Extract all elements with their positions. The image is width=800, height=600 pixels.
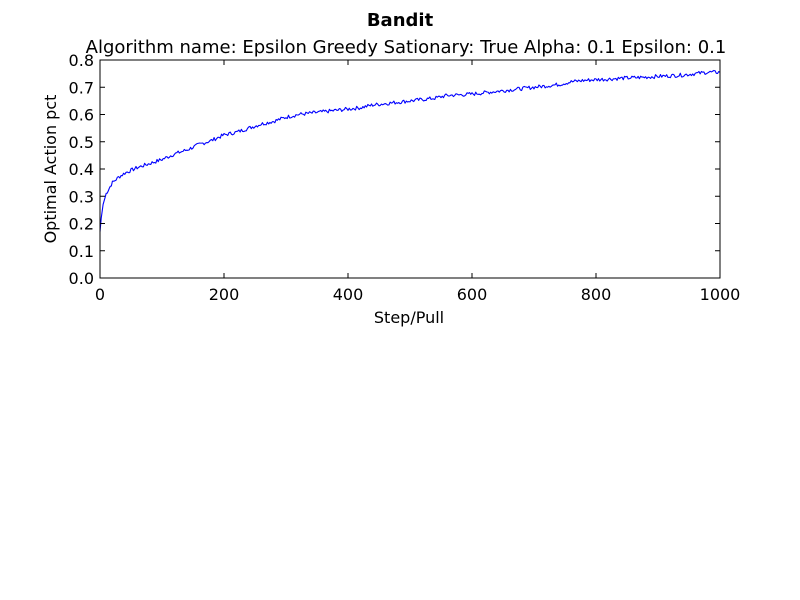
y-tick-label: 0.6: [69, 106, 94, 125]
x-tick-label: 800: [581, 285, 612, 304]
series-line-0: [99, 69, 721, 232]
y-axis-label: Optimal Action pct: [41, 95, 60, 244]
x-tick-label: 1000: [700, 285, 741, 304]
x-tick-label: 600: [457, 285, 488, 304]
chart-subtitle: Algorithm name: Epsilon Greedy Sationary…: [86, 37, 727, 58]
x-tick-label: 400: [333, 285, 364, 304]
y-tick-label: 0.5: [69, 133, 94, 152]
chart-title: Bandit: [367, 10, 434, 31]
y-tick-label: 0.1: [69, 242, 94, 261]
y-tick-label: 0.0: [69, 269, 94, 288]
y-tick-label: 0.3: [69, 187, 94, 206]
x-tick-label: 0: [95, 285, 105, 304]
x-axis-label: Step/Pull: [374, 308, 444, 327]
y-tick-label: 0.4: [69, 160, 94, 179]
plot-area: 0 200 400 600 800 1000 0.0 0.1 0.2 0.3 0.4 0.5 0.6 0.…: [69, 51, 741, 304]
y-tick-label: 0.8: [69, 51, 94, 70]
x-tick-label: 200: [209, 285, 240, 304]
y-tick-label: 0.2: [69, 215, 94, 234]
y-tick-label: 0.7: [69, 78, 94, 97]
